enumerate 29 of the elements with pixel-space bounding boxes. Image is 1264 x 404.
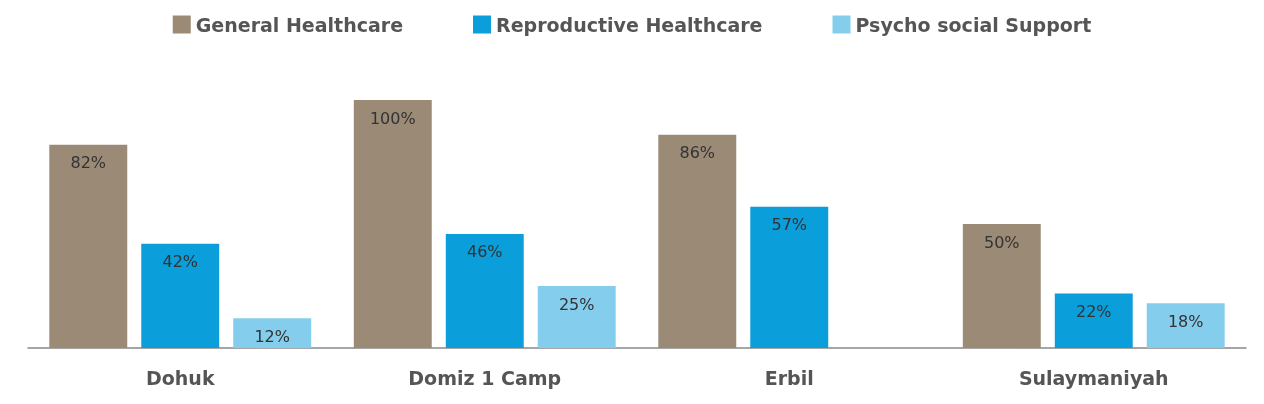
x-tick-label: Dohuk	[145, 366, 215, 389]
data-label: 46%	[466, 242, 503, 262]
data-label: 18%	[1167, 311, 1204, 331]
bar	[537, 286, 616, 348]
legend-label: Psycho social Support	[855, 13, 1092, 36]
bar	[233, 318, 312, 348]
x-tick-label: Sulaymaniyah	[1018, 366, 1169, 389]
data-label: 100%	[369, 108, 416, 128]
bar	[1054, 293, 1133, 348]
legend-label: General Healthcare	[195, 13, 404, 36]
x-tick-label: Domiz 1 Camp	[408, 366, 562, 389]
bar	[445, 233, 524, 348]
data-label: 57%	[771, 215, 808, 235]
data-label: 42%	[162, 252, 199, 272]
data-label: 25%	[558, 294, 595, 314]
bar	[353, 100, 432, 348]
bar	[750, 206, 829, 348]
bar	[658, 134, 737, 348]
bar	[1146, 303, 1225, 348]
data-label: 86%	[679, 143, 716, 163]
data-label: 22%	[1075, 301, 1112, 321]
legend-label: Reproductive Healthcare	[496, 13, 763, 36]
data-label: 50%	[984, 232, 1020, 252]
x-tick-label: Erbil	[764, 366, 814, 389]
bar	[49, 144, 128, 348]
bar	[962, 224, 1041, 348]
data-label: 82%	[70, 153, 107, 173]
data-label: 12%	[254, 326, 290, 346]
bar	[141, 243, 220, 348]
